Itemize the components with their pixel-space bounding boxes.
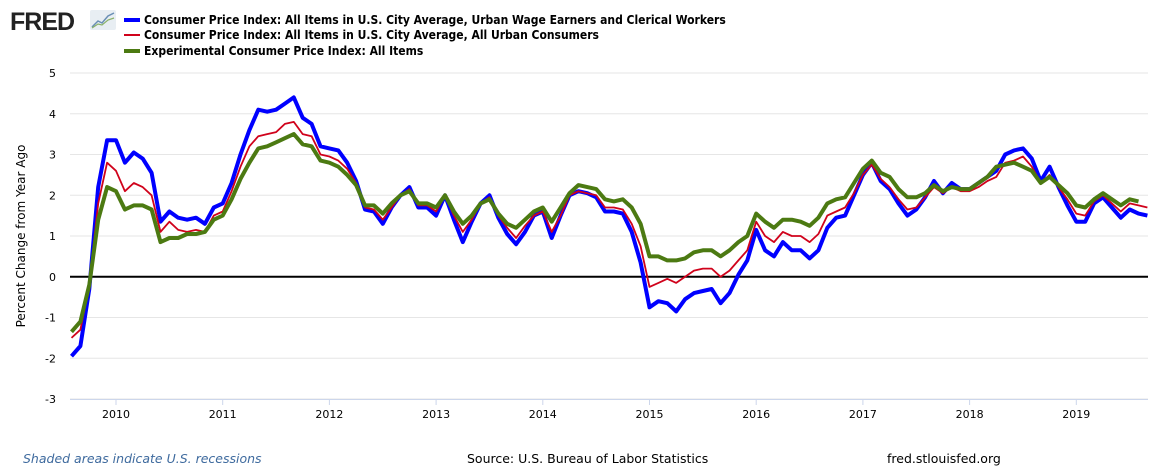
source-note: Source: U.S. Bureau of Labor Statistics bbox=[467, 451, 709, 466]
y-tick-label: 2 bbox=[49, 189, 56, 202]
x-tick-label: 2013 bbox=[422, 408, 450, 421]
legend-label: Consumer Price Index: All Items in U.S. … bbox=[144, 12, 726, 27]
y-tick-label: 4 bbox=[49, 108, 56, 121]
x-tick-label: 2010 bbox=[102, 408, 130, 421]
x-tick-label: 2018 bbox=[956, 408, 984, 421]
series-line-3 bbox=[70, 132, 1139, 334]
x-tick-label: 2019 bbox=[1062, 408, 1090, 421]
recessions-note: Shaded areas indicate U.S. recessions bbox=[23, 451, 262, 466]
y-tick-label: 5 bbox=[49, 67, 56, 80]
x-tick-label: 2017 bbox=[849, 408, 877, 421]
legend-label: Experimental Consumer Price Index: All I… bbox=[144, 43, 424, 58]
fred-logo[interactable]: FRED bbox=[10, 8, 75, 36]
chart-icon bbox=[90, 10, 116, 30]
legend-item-cpi-w: Consumer Price Index: All Items in U.S. … bbox=[124, 12, 726, 28]
site-link[interactable]: fred.stlouisfed.org bbox=[887, 451, 1001, 466]
legend: Consumer Price Index: All Items in U.S. … bbox=[124, 12, 726, 59]
legend-label: Consumer Price Index: All Items in U.S. … bbox=[144, 28, 599, 43]
y-tick-label: 1 bbox=[49, 230, 56, 243]
plot-area: 5 4 3 2 1 0 -1 -2 -3 2010 2011 2012 2013 2014 2015 2016… bbox=[45, 67, 1148, 421]
x-tick-label: 2012 bbox=[315, 408, 343, 421]
x-tick-label: 2015 bbox=[636, 408, 664, 421]
legend-swatch-green bbox=[124, 48, 140, 53]
y-tick-label: -2 bbox=[45, 352, 56, 365]
y-tick-label: -1 bbox=[45, 312, 56, 325]
legend-swatch-blue bbox=[124, 17, 140, 22]
x-tick-label: 2014 bbox=[529, 408, 557, 421]
legend-item-experimental: Experimental Consumer Price Index: All I… bbox=[124, 43, 726, 59]
x-tick-label: 2016 bbox=[742, 408, 770, 421]
y-tick-label: 0 bbox=[49, 271, 56, 284]
legend-item-cpi-u: Consumer Price Index: All Items in U.S. … bbox=[124, 28, 726, 44]
x-tick-label: 2011 bbox=[209, 408, 237, 421]
y-tick-label: 3 bbox=[49, 149, 56, 162]
legend-swatch-red bbox=[124, 34, 140, 37]
series-line-2 bbox=[70, 121, 1148, 339]
y-tick-label: -3 bbox=[45, 393, 56, 406]
